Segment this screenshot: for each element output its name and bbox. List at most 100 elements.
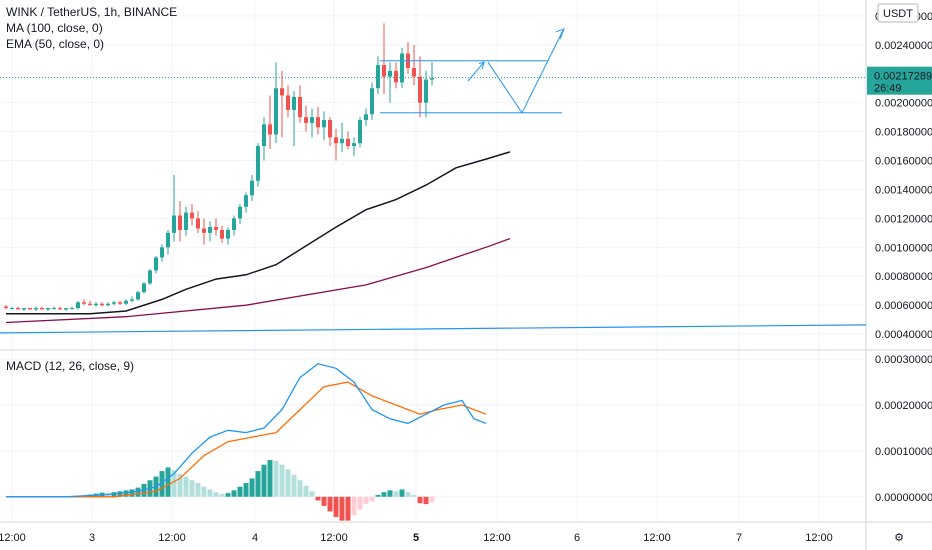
macd-histogram-bar	[387, 490, 393, 497]
candle-body[interactable]	[376, 65, 380, 89]
macd-histogram-bar	[165, 467, 171, 497]
macd-histogram-bar	[429, 496, 435, 503]
macd-histogram-bar	[345, 496, 351, 521]
macd-axis-label: 0.00000000	[875, 492, 932, 504]
candle-body[interactable]	[100, 303, 104, 306]
projection-zigzag[interactable]	[487, 30, 564, 114]
projection-arrowhead	[478, 61, 485, 70]
candle-body[interactable]	[64, 308, 68, 310]
candle-body[interactable]	[430, 78, 434, 80]
candle-body[interactable]	[388, 70, 392, 77]
candle-body[interactable]	[172, 215, 176, 233]
candle-body[interactable]	[106, 303, 110, 306]
candle-body[interactable]	[232, 218, 236, 230]
candle-body[interactable]	[268, 124, 272, 135]
candle-body[interactable]	[94, 303, 98, 306]
candle-body[interactable]	[58, 308, 62, 310]
macd-histogram-bar	[207, 489, 213, 497]
macd-histogram-bar	[117, 491, 123, 497]
candle-body[interactable]	[334, 137, 338, 144]
candle-body[interactable]	[298, 96, 302, 118]
candle-body[interactable]	[244, 195, 248, 207]
time-axis-label: 12:00	[0, 532, 26, 544]
candle-body[interactable]	[154, 257, 158, 271]
currency-badge[interactable]	[877, 3, 919, 23]
candle-body[interactable]	[70, 308, 74, 310]
candle-body[interactable]	[358, 120, 362, 144]
candle-body[interactable]	[424, 79, 428, 103]
candle-body[interactable]	[82, 302, 86, 304]
macd-histogram-bar	[135, 487, 141, 497]
candle-body[interactable]	[34, 308, 38, 310]
macd-histogram-bar	[303, 485, 309, 497]
support-trendline[interactable]	[0, 324, 867, 334]
candle-body[interactable]	[28, 308, 32, 310]
candle-body[interactable]	[4, 306, 8, 309]
candle-body[interactable]	[214, 227, 218, 230]
candle-body[interactable]	[352, 143, 356, 147]
candle-body[interactable]	[10, 308, 14, 310]
candle-body[interactable]	[46, 308, 50, 310]
candle-body[interactable]	[88, 303, 92, 306]
candle-body[interactable]	[364, 114, 368, 121]
candle-body[interactable]	[346, 138, 350, 147]
macd-histogram-bar	[129, 489, 135, 497]
current-price-value: 0.00217289	[874, 71, 932, 83]
candle-body[interactable]	[124, 300, 128, 304]
candle-body[interactable]	[148, 270, 152, 284]
candle-body[interactable]	[328, 120, 332, 138]
candle-body[interactable]	[262, 124, 266, 147]
candle-body[interactable]	[40, 308, 44, 310]
candle-body[interactable]	[166, 232, 170, 248]
candle-body[interactable]	[226, 229, 230, 239]
candle-body[interactable]	[118, 302, 122, 304]
candle-body[interactable]	[274, 88, 278, 135]
candle-body[interactable]	[340, 138, 344, 144]
candle-body[interactable]	[304, 117, 308, 123]
candle-body[interactable]	[76, 302, 80, 309]
candle-body[interactable]	[16, 308, 20, 310]
candle-body[interactable]	[286, 95, 290, 110]
macd-histogram-bar	[399, 489, 405, 497]
price-axis-label: 0.00100000	[875, 242, 932, 254]
candle-body[interactable]	[208, 227, 212, 233]
candle-body[interactable]	[136, 292, 140, 300]
current-price-tag	[867, 66, 932, 95]
macd-histogram-bar	[393, 491, 399, 497]
candle-body[interactable]	[412, 67, 416, 77]
candle-body[interactable]	[418, 76, 422, 103]
projection-up-arrow[interactable]	[467, 61, 485, 82]
candle-body[interactable]	[202, 228, 206, 233]
price-axis-label: 0.00240000	[875, 40, 932, 52]
candle-body[interactable]	[400, 53, 404, 83]
price-axis-label: 0.00120000	[875, 213, 932, 225]
candle-body[interactable]	[142, 283, 146, 293]
candle-body[interactable]	[112, 302, 116, 304]
candle-body[interactable]	[370, 88, 374, 115]
candle-body[interactable]	[238, 206, 242, 219]
candle-body[interactable]	[184, 212, 188, 230]
time-axis-label: 12:00	[483, 532, 511, 544]
candle-body[interactable]	[394, 70, 398, 83]
candle-body[interactable]	[382, 65, 386, 77]
candle-body[interactable]	[256, 146, 260, 181]
candle-body[interactable]	[130, 299, 134, 301]
candle-body[interactable]	[22, 308, 26, 310]
candle-body[interactable]	[316, 117, 320, 128]
candle-body[interactable]	[250, 180, 254, 196]
candle-body[interactable]	[322, 120, 326, 128]
candle-body[interactable]	[310, 117, 314, 123]
candle-body[interactable]	[196, 218, 200, 229]
candle-body[interactable]	[190, 212, 194, 219]
candle-body[interactable]	[220, 229, 224, 239]
candle-body[interactable]	[52, 308, 56, 310]
macd-histogram-bar	[201, 486, 207, 497]
candle-body[interactable]	[280, 88, 284, 96]
time-axis-label: 4	[252, 532, 258, 544]
candle-body[interactable]	[292, 96, 296, 110]
settings-gear-icon[interactable]: ⚙	[894, 532, 904, 544]
candle-body[interactable]	[160, 247, 164, 258]
candle-body[interactable]	[178, 215, 182, 230]
